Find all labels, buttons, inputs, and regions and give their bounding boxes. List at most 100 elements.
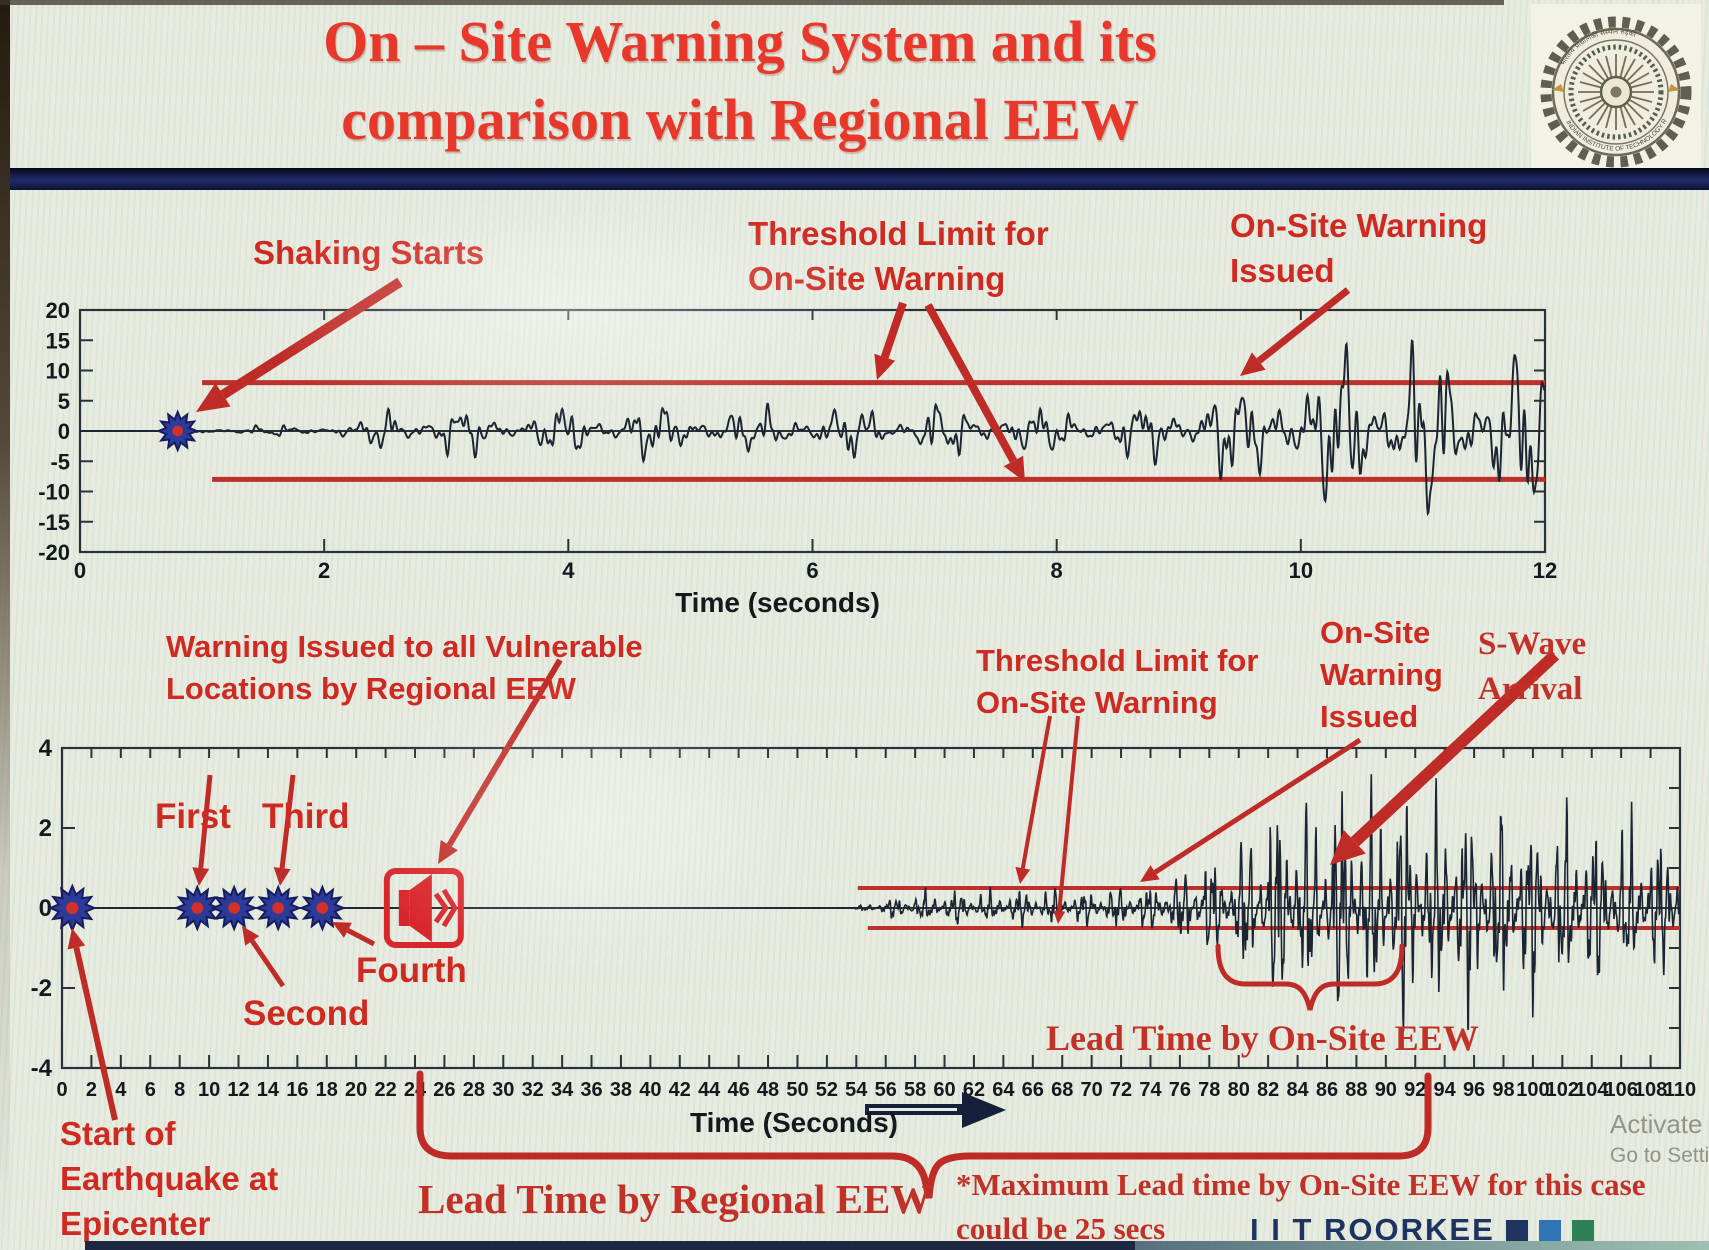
annotation-onsite-issued-line1: On-Site <box>1320 615 1431 650</box>
top-chart-x-tick-label: 8 <box>1051 558 1063 583</box>
annotation-regional-warning-line1: Warning Issued to all Vulnerable <box>166 629 643 664</box>
top-chart-x-tick-label: 10 <box>1289 558 1313 583</box>
bottom-chart-x-tick-label: 108 <box>1634 1079 1667 1101</box>
annotation-lead-time-onsite: Lead Time by On-Site EEW <box>1046 1018 1479 1058</box>
annotation-second-pick: Second <box>243 994 370 1033</box>
activate-windows-watermark: Activate Wi Go to Setting <box>1610 1108 1709 1169</box>
bottom-chart-x-tick-label: 102 <box>1546 1079 1579 1101</box>
bottom-chart-y-tick-label: 0 <box>39 895 52 922</box>
bottom-chart-x-tick-label: 14 <box>257 1079 280 1101</box>
bottom-chart-x-tick-label: 80 <box>1228 1079 1250 1101</box>
top-chart: 0 2 4 6 8 10 12 20 15 10 5 0 -5 -10 -15 -20 <box>38 298 1557 583</box>
bottom-chart-x-tick-label: 90 <box>1375 1079 1397 1101</box>
bottom-chart-x-tick-label: 36 <box>580 1079 602 1101</box>
annotation-warning-issued-top: On-Site Warning Issued <box>1230 204 1487 294</box>
top-chart-y-tick-label: -20 <box>38 540 70 565</box>
annotation-footnote-line2: could be 25 secs <box>956 1211 1166 1246</box>
annotation-footnote-line1: *Maximum Lead time by On-Site EEW for th… <box>956 1167 1646 1202</box>
bottom-chart-x-tick-label: 60 <box>933 1079 955 1101</box>
fourth-pick-arrow <box>332 922 376 947</box>
brand-square-blue <box>1538 1220 1561 1242</box>
annotation-s-wave-arrival: S-Wave Arrival <box>1478 622 1586 712</box>
top-chart-y-tick-label: -15 <box>38 510 70 535</box>
annotation-onsite-issued-bottom: On-Site Warning Issued <box>1320 612 1443 738</box>
bottom-chart-x-tick-label: 32 <box>522 1079 544 1101</box>
top-chart-x-tick-label: 4 <box>562 558 575 583</box>
bottom-chart-x-tick-label: 10 <box>198 1079 220 1101</box>
top-chart-x-tick-label: 0 <box>74 558 86 583</box>
bottom-chart-y-tick-label: 4 <box>39 735 53 762</box>
bottom-chart-y-tick-label: -2 <box>31 975 52 1002</box>
top-chart-waveform <box>80 339 1546 517</box>
bottom-chart-x-axis-title: Time (Seconds) <box>690 1107 898 1138</box>
lead-time-onsite-brace <box>1215 943 1405 1011</box>
bottom-chart-x-tick-label: 6 <box>145 1079 156 1101</box>
pick-marker-icon-3 <box>254 884 302 932</box>
bottom-chart-x-tick-label: 28 <box>463 1079 485 1101</box>
bottom-chart-x-tick-label: 104 <box>1575 1079 1609 1101</box>
top-chart-y-tick-label: 5 <box>58 389 70 414</box>
bottom-chart-x-tick-label: 74 <box>1139 1079 1162 1101</box>
pick-marker-icon-1 <box>173 884 221 932</box>
annotation-s-wave-line2: Arrival <box>1478 670 1583 707</box>
bottom-chart-x-tick-label: 30 <box>492 1079 514 1101</box>
annotation-warning-issued-top-line1: On-Site Warning <box>1230 207 1488 244</box>
top-chart-y-tick-label: -5 <box>50 449 70 474</box>
pick-marker-icon-2 <box>210 884 258 932</box>
bottom-chart-x-tick-label: 68 <box>1051 1079 1073 1101</box>
annotation-shaking-starts: Shaking Starts <box>253 234 485 271</box>
bottom-chart-x-tick-label: 76 <box>1169 1079 1191 1101</box>
threshold-bottom-arrow-lower <box>1053 715 1080 924</box>
bottom-chart-x-tick-label: 100 <box>1516 1079 1549 1101</box>
bottom-chart-x-tick-label: 4 <box>115 1079 127 1101</box>
bottom-chart-x-tick-label: 72 <box>1110 1079 1132 1101</box>
top-chart-y-tick-label: -10 <box>38 480 70 505</box>
bottom-chart-x-tick-label: 56 <box>875 1079 897 1101</box>
bottom-chart-x-tick-label: 2 <box>86 1079 97 1101</box>
top-chart-x-axis: 0 2 4 6 8 10 12 <box>74 310 1557 583</box>
bottom-chart-x-tick-label: 34 <box>551 1079 574 1101</box>
bottom-chart-x-tick-label: 40 <box>639 1079 661 1101</box>
shaking-starts-arrow <box>196 277 403 412</box>
annotation-threshold-top-line2: On-Site Warning <box>748 259 1006 297</box>
onsite-issued-bottom-arrow <box>1140 737 1362 882</box>
bottom-chart-x-tick-label: 50 <box>786 1079 808 1101</box>
bottom-chart-x-tick-label: 24 <box>404 1079 427 1101</box>
logo-sunburst <box>1578 54 1654 130</box>
screen-bezel-bottom-right <box>1135 1241 1709 1250</box>
annotation-onsite-issued-line3: Issued <box>1320 699 1419 735</box>
bottom-chart-x-tick-label: 58 <box>904 1079 926 1101</box>
annotation-threshold-top: Threshold Limit for On-Site Warning <box>748 212 1049 302</box>
threshold-bottom-arrow-upper <box>1015 715 1052 884</box>
top-chart-y-axis: 20 15 10 5 0 -5 -10 -15 -20 <box>38 298 1545 565</box>
bottom-chart-x-tick-label: 0 <box>56 1079 67 1101</box>
annotation-onsite-issued-line2: Warning <box>1320 657 1443 693</box>
shaking-start-marker-icon <box>156 409 200 453</box>
bottom-chart-x-tick-label: 44 <box>698 1079 721 1101</box>
annotation-threshold-bottom: Threshold Limit for On-Site Warning <box>976 640 1258 724</box>
annotation-warning-issued-top-line2: Issued <box>1230 251 1335 289</box>
bottom-chart-x-tick-label: 106 <box>1604 1079 1637 1101</box>
top-chart-x-tick-label: 2 <box>318 558 330 583</box>
bottom-chart-x-tick-label: 98 <box>1492 1079 1514 1101</box>
bottom-chart-x-tick-label: 18 <box>316 1079 338 1101</box>
bottom-chart-x-tick-label: 54 <box>845 1079 868 1101</box>
bottom-chart-x-tick-label: 16 <box>286 1079 308 1101</box>
bottom-chart-x-tick-label: 42 <box>669 1079 691 1101</box>
watermark-line1: Activate Wi <box>1610 1109 1709 1139</box>
bottom-chart-x-tick-label: 8 <box>174 1079 185 1101</box>
brand-square-navy <box>1505 1220 1528 1242</box>
screen-bezel-bottom-left <box>85 1241 1135 1250</box>
threshold-top-arrow-upper <box>874 301 907 380</box>
bottom-chart-x-tick-label: 66 <box>1022 1079 1044 1101</box>
top-chart-x-tick-label: 6 <box>806 558 818 583</box>
title-divider-bar <box>0 168 1709 190</box>
bottom-chart-y-tick-label: -4 <box>31 1055 53 1082</box>
bottom-chart-x-tick-label: 88 <box>1345 1079 1367 1101</box>
bottom-chart-x-tick-label: 70 <box>1081 1079 1103 1101</box>
annotation-threshold-bottom-line2: On-Site Warning <box>976 685 1218 721</box>
bottom-chart-x-tick-label: 96 <box>1463 1079 1485 1101</box>
annotation-epicenter-line3: Epicenter <box>60 1204 211 1242</box>
annotation-fourth-pick: Fourth <box>356 951 467 990</box>
